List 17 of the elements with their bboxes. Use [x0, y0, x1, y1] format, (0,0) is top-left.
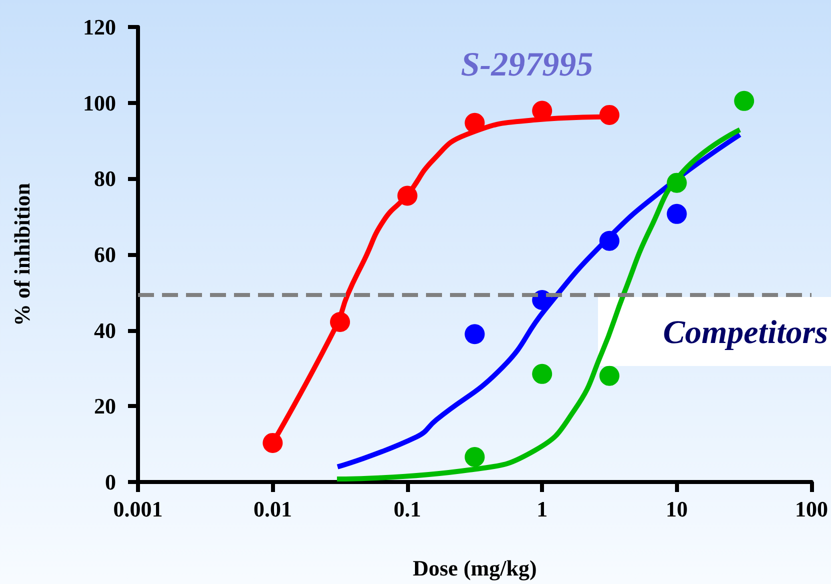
y-axis-title: % of inhibition — [10, 182, 34, 326]
x-tick-label: 100 — [795, 496, 828, 522]
x-axis-title: Dose (mg/kg) — [412, 556, 537, 580]
y-tick-label: 0 — [105, 470, 116, 494]
y-tick-label: 120 — [83, 14, 116, 40]
x-tick-label: 0.001 — [113, 496, 163, 522]
annotation: Competitors — [662, 315, 828, 351]
y-tick-label: 20 — [94, 394, 116, 419]
x-tick-label: 10 — [666, 496, 688, 522]
x-tick-label: 1 — [536, 496, 548, 522]
y-tick-label: 40 — [94, 318, 116, 343]
y-tick-label: 100 — [83, 90, 116, 116]
x-tick-label: 0.1 — [394, 496, 422, 522]
y-tick-label: 60 — [94, 242, 116, 267]
y-tick-label: 80 — [94, 166, 116, 192]
x-tick-label: 0.01 — [253, 496, 292, 522]
annotation: S-297995 — [460, 46, 594, 84]
